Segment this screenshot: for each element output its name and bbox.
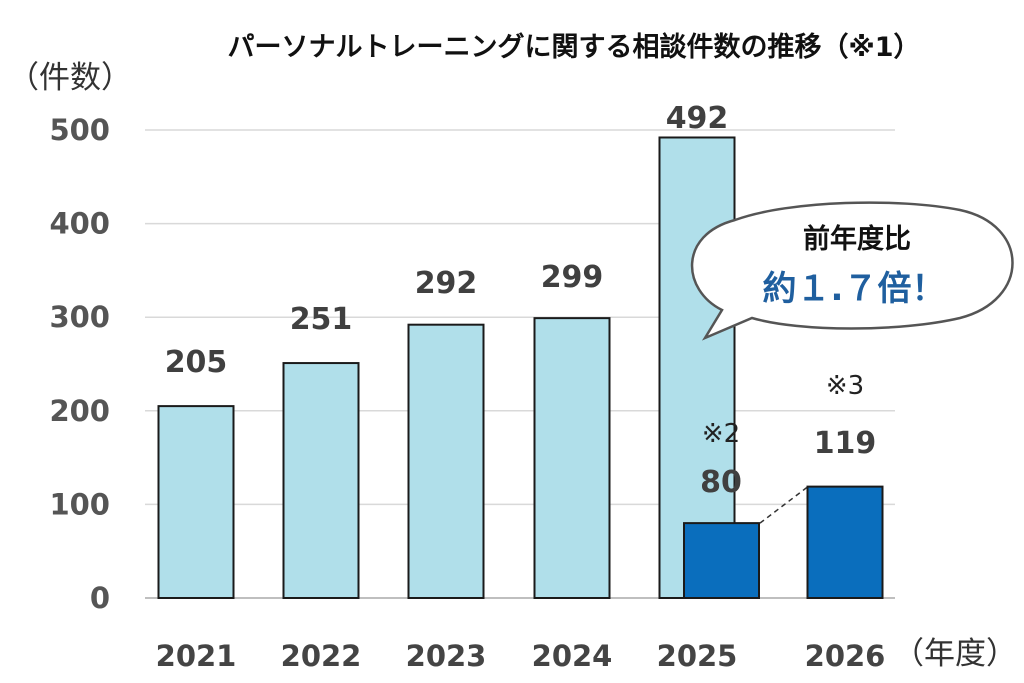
y-tick-100: 100 bbox=[49, 487, 110, 521]
callout-line-2: 約１.７倍！ bbox=[763, 269, 946, 309]
x-tick-2022: 2022 bbox=[281, 639, 362, 673]
data-label-3: 299 bbox=[541, 260, 604, 295]
annotations: ※2 ※3 bbox=[702, 371, 864, 449]
bar-2022 bbox=[282, 362, 360, 599]
x-tick-2026: 2026 bbox=[805, 639, 886, 673]
bar-2025-partial bbox=[683, 522, 760, 599]
note-2026: ※3 bbox=[826, 371, 864, 401]
chart-title: パーソナルトレーニングに関する相談件数の推移（※1） bbox=[227, 31, 920, 63]
y-tick-300: 300 bbox=[49, 300, 110, 334]
data-labels: 205 251 292 299 492 80 119 bbox=[165, 101, 877, 500]
x-tick-2025: 2025 bbox=[657, 639, 738, 673]
x-tick-2023: 2023 bbox=[406, 639, 487, 673]
x-tick-2021: 2021 bbox=[156, 639, 237, 673]
bar-2023 bbox=[407, 323, 485, 599]
callout-line-1: 前年度比 bbox=[803, 223, 911, 255]
data-label-5: 80 bbox=[700, 465, 742, 500]
data-label-0: 205 bbox=[165, 345, 228, 380]
data-label-4: 492 bbox=[666, 101, 729, 136]
data-label-6: 119 bbox=[814, 426, 877, 461]
y-tick-400: 400 bbox=[49, 207, 110, 241]
y-tick-0: 0 bbox=[90, 581, 110, 615]
y-tick-labels: 0 100 200 300 400 500 bbox=[49, 113, 110, 615]
gridlines bbox=[145, 129, 895, 599]
data-label-2: 292 bbox=[415, 266, 478, 301]
x-tick-labels: 2021 2022 2023 2024 2025 2026 bbox=[156, 639, 886, 673]
y-axis-label: （件数） bbox=[8, 60, 132, 96]
y-tick-200: 200 bbox=[49, 394, 110, 428]
bar-2024 bbox=[533, 317, 611, 599]
bar-2021 bbox=[157, 405, 235, 599]
x-tick-2024: 2024 bbox=[532, 639, 613, 673]
note-2025-partial: ※2 bbox=[702, 419, 740, 449]
y-tick-500: 500 bbox=[49, 113, 110, 147]
bar-2026 bbox=[806, 485, 884, 599]
bars bbox=[157, 136, 884, 599]
callout-shape bbox=[690, 201, 1014, 341]
data-label-1: 251 bbox=[290, 302, 353, 337]
trend-connector-line bbox=[759, 486, 809, 524]
callout-bubble: 前年度比 約１.７倍！ bbox=[690, 201, 1014, 341]
x-axis-label: （年度） bbox=[893, 636, 1017, 672]
